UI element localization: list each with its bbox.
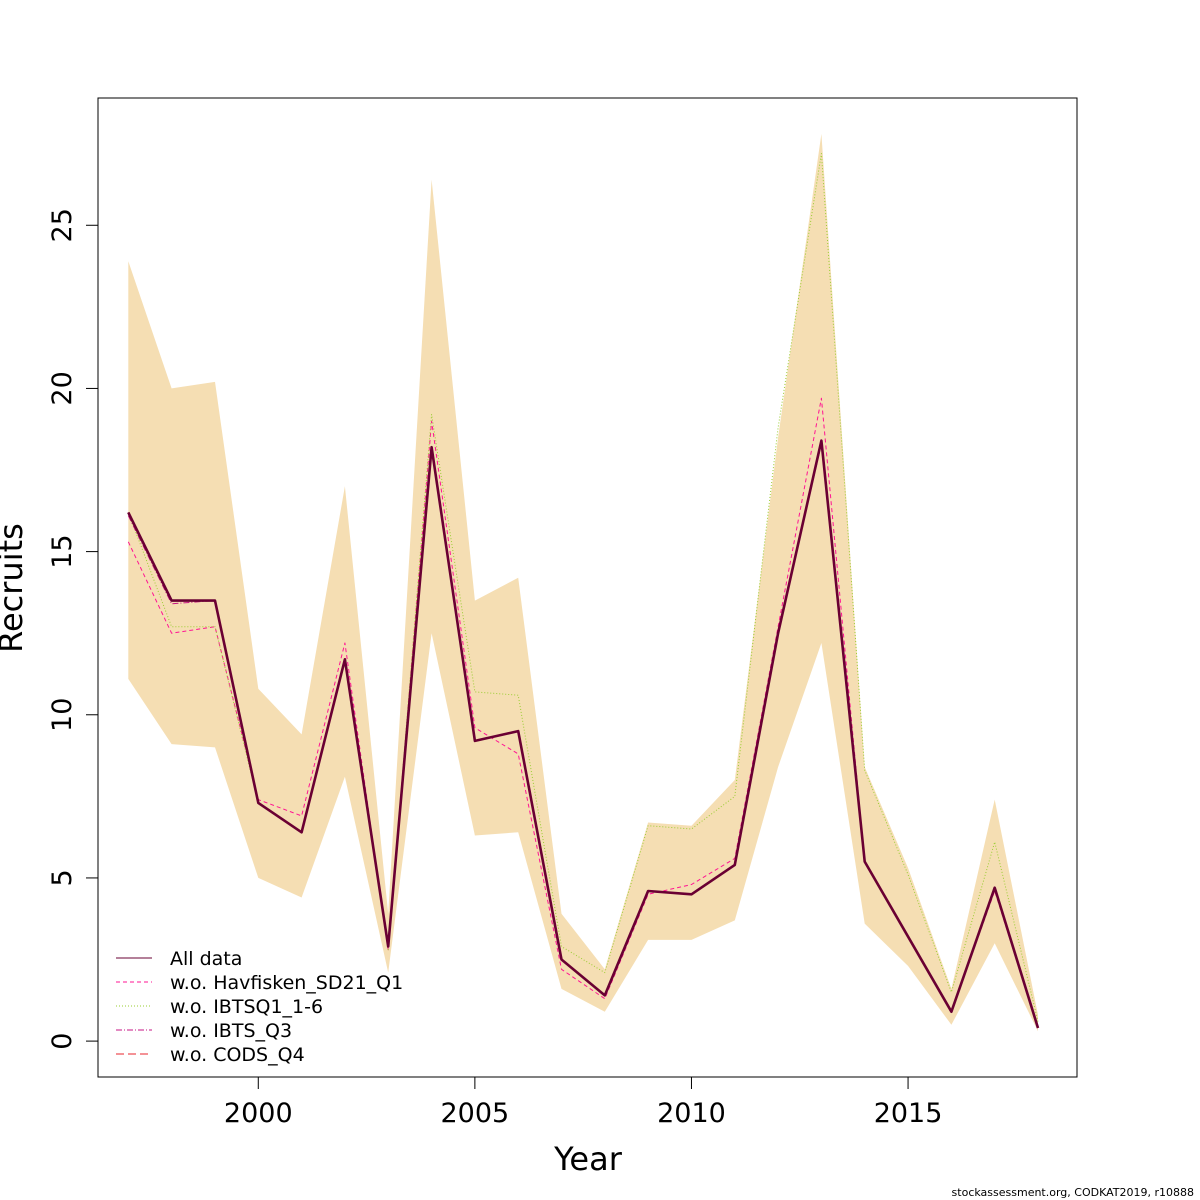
y-tick-label: 5: [47, 869, 78, 886]
y-tick-label: 15: [47, 534, 78, 568]
x-tick-label: 2010: [657, 1098, 726, 1129]
series-layer: [127, 153, 1040, 1029]
y-tick-label: 0: [47, 1033, 78, 1050]
legend-label-2: w.o. Havfisken_SD21_Q1: [170, 972, 403, 994]
confidence-band-layer: [128, 133, 1039, 1032]
y-axis: 0 5 10 15 20 25: [47, 208, 99, 1050]
series-line-2: [127, 397, 1039, 1029]
source-credit: stockassessment.org, CODKAT2019, r10888: [952, 1186, 1194, 1199]
x-axis: 2000 2005 2010 2015: [224, 1076, 943, 1129]
y-tick-label: 10: [47, 698, 78, 732]
y-tick-label: 25: [47, 208, 78, 242]
legend-label-4: w.o. IBTS_Q3: [170, 1020, 292, 1042]
y-axis-title: Recruits: [0, 523, 30, 653]
x-tick-label: 2000: [224, 1098, 293, 1129]
x-tick-label: 2015: [874, 1098, 943, 1129]
legend-label-1: All data: [170, 948, 242, 970]
legend-label-3: w.o. IBTSQ1_1-6: [170, 996, 323, 1018]
x-tick-label: 2005: [441, 1098, 510, 1129]
y-tick-label: 20: [47, 371, 78, 405]
confidence-band: [128, 133, 1039, 1032]
legend-label-5: w.o. CODS_Q4: [170, 1044, 305, 1066]
series-line-1: [127, 439, 1040, 1029]
x-axis-title: Year: [553, 1140, 623, 1178]
series-line-3: [127, 153, 1039, 1022]
